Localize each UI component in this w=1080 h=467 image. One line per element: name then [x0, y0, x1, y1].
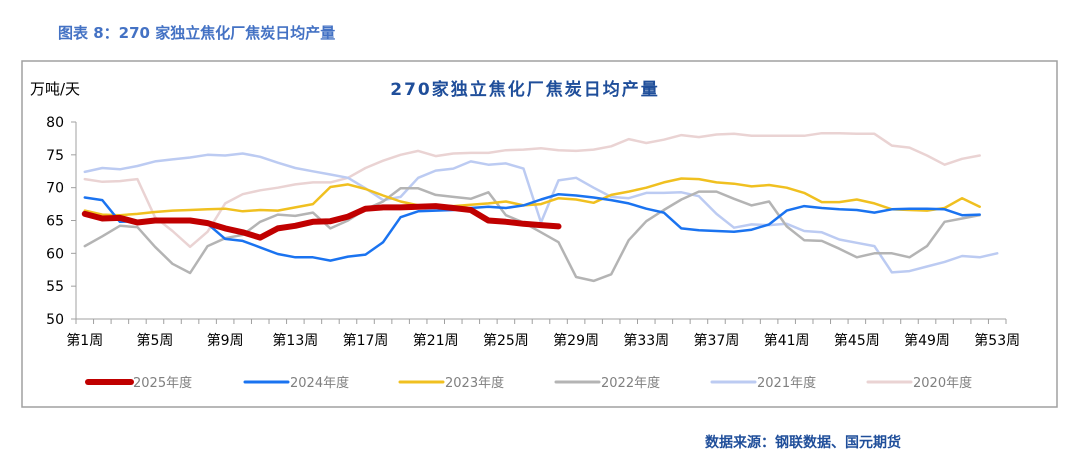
- chart-frame: [21, 60, 1058, 408]
- x-tick-label: 第45周: [834, 332, 880, 349]
- x-tick-label: 第17周: [343, 332, 389, 349]
- legend-item: 2025年度: [85, 375, 192, 391]
- y-tick-label: 50: [46, 312, 64, 328]
- legend-item: 2021年度: [710, 375, 816, 391]
- x-tick-label: 第5周: [137, 332, 174, 349]
- legend-item: 2022年度: [554, 375, 660, 391]
- y-tick-label: 60: [46, 246, 64, 262]
- y-tick-label: 80: [46, 115, 64, 131]
- x-tick-label: 第33周: [623, 332, 669, 349]
- series-line-2021年度: [83, 152, 999, 274]
- x-tick-label: 第1周: [66, 332, 103, 349]
- legend-item: 2024年度: [243, 375, 349, 391]
- legend-label: 2021年度: [757, 375, 816, 391]
- y-axis-label: 万吨/天: [30, 80, 80, 98]
- chart-title: 270家独立焦化厂焦炭日均产量: [390, 79, 660, 100]
- x-tick-label: 第49周: [904, 332, 950, 349]
- legend-label: 2022年度: [601, 375, 660, 391]
- y-tick-label: 70: [46, 181, 64, 197]
- legend-label: 2020年度: [913, 375, 972, 391]
- x-tick-label: 第37周: [694, 332, 740, 349]
- legend-label: 2025年度: [133, 375, 192, 391]
- data-source: 数据来源：钢联数据、国元期货: [705, 434, 901, 451]
- y-tick-label: 55: [46, 279, 64, 295]
- y-tick-label: 75: [46, 148, 64, 164]
- series-line-2020年度: [83, 131, 981, 249]
- x-tick-label: 第29周: [553, 332, 599, 349]
- series-line-2024年度: [83, 192, 981, 262]
- y-tick-label: 65: [46, 214, 64, 230]
- x-tick-label: 第21周: [413, 332, 459, 349]
- legend-item: 2020年度: [866, 375, 972, 391]
- series-line-2025年度: [81, 203, 562, 241]
- x-tick-label: 第13周: [272, 332, 318, 349]
- legend-item: 2023年度: [398, 375, 504, 391]
- x-tick-label: 第25周: [483, 332, 529, 349]
- x-tick-label: 第53周: [974, 332, 1020, 349]
- series-line-2023年度: [83, 177, 981, 217]
- legend-label: 2023年度: [445, 375, 504, 391]
- legend-label: 2024年度: [290, 375, 349, 391]
- figure-caption: 图表 8：270 家独立焦化厂焦炭日均产量: [58, 24, 335, 42]
- x-tick-label: 第9周: [207, 332, 244, 349]
- x-tick-label: 第41周: [764, 332, 810, 349]
